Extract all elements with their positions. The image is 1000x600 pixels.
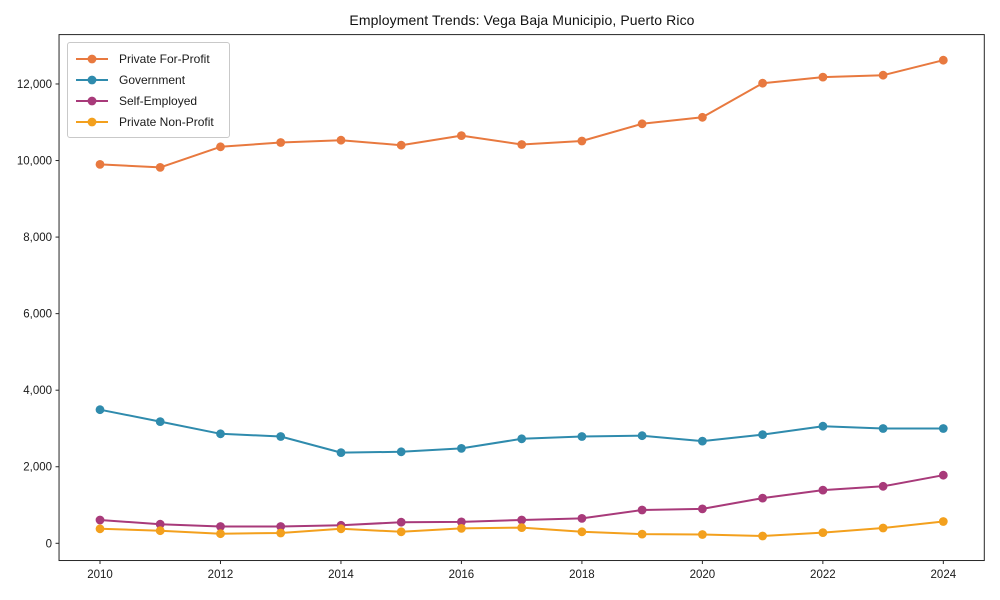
legend-swatch-icon [76, 54, 108, 63]
data-point-government [577, 432, 587, 441]
data-point-private-non-profit [818, 528, 828, 537]
legend-item-private-non-profit: Private Non-Profit [75, 111, 214, 132]
data-point-private-non-profit [457, 524, 466, 533]
data-point-private-for-profit [276, 138, 286, 147]
data-point-private-non-profit [517, 523, 527, 532]
data-point-self-employed [216, 522, 225, 531]
data-point-private-for-profit [878, 70, 888, 80]
y-tick-label: 10,000 [17, 156, 52, 168]
data-point-private-for-profit [637, 119, 647, 129]
data-point-private-for-profit [758, 78, 767, 88]
data-point-private-non-profit [276, 528, 286, 538]
data-point-private-for-profit [577, 136, 587, 146]
data-point-private-for-profit [396, 140, 406, 150]
data-point-self-employed [276, 522, 286, 531]
data-point-private-for-profit [336, 135, 346, 145]
data-point-private-for-profit [698, 112, 707, 122]
y-tick-label: 6,000 [23, 309, 52, 321]
data-point-self-employed [818, 485, 828, 495]
data-point-government [95, 405, 105, 415]
data-point-self-employed [938, 470, 948, 480]
data-point-private-non-profit [637, 529, 647, 539]
data-point-private-for-profit [457, 131, 466, 141]
legend-swatch-icon [76, 75, 108, 84]
data-point-self-employed [517, 515, 527, 525]
data-point-self-employed [878, 481, 888, 491]
x-tick-label: 2016 [449, 569, 475, 581]
chart-title: Employment Trends: Vega Baja Municipio, … [349, 12, 695, 28]
data-point-private-non-profit [216, 529, 225, 539]
x-tick-label: 2024 [931, 569, 957, 581]
legend-label: Private For-Profit [119, 51, 210, 66]
y-tick-label: 12,000 [17, 79, 52, 91]
data-point-private-for-profit [517, 140, 527, 149]
series-line-government [99, 408, 945, 454]
data-point-self-employed [457, 517, 466, 527]
data-point-private-non-profit [938, 517, 948, 526]
data-point-government [938, 424, 948, 433]
legend-item-self-employed: Self-Employed [75, 90, 214, 111]
data-point-private-non-profit [336, 524, 346, 534]
data-point-private-for-profit [938, 55, 948, 65]
legend-label: Self-Employed [119, 93, 198, 108]
data-point-private-for-profit [818, 72, 828, 82]
data-point-private-non-profit [698, 530, 707, 539]
data-point-private-non-profit [95, 524, 105, 534]
legend-item-government: Government [75, 69, 214, 90]
x-tick-label: 2012 [208, 569, 234, 581]
x-tick-label: 2018 [569, 569, 595, 581]
data-point-government [818, 421, 828, 431]
legend-label: Private Non-Profit [119, 114, 214, 129]
data-point-self-employed [577, 514, 587, 523]
data-point-private-non-profit [577, 527, 587, 537]
legend-item-private-for-profit: Private For-Profit [75, 48, 214, 69]
data-point-private-non-profit [155, 526, 165, 536]
data-point-private-for-profit [155, 163, 165, 172]
data-point-government [276, 432, 286, 441]
data-point-self-employed [95, 515, 105, 525]
data-point-government [216, 429, 225, 439]
data-point-private-for-profit [216, 142, 225, 152]
legend: Private For-Profit Government Self-Employe… [67, 42, 230, 138]
x-tick-label: 2020 [690, 569, 716, 581]
data-point-government [517, 434, 527, 444]
data-point-government [878, 424, 888, 433]
data-point-government [758, 430, 767, 439]
data-point-government [336, 448, 346, 457]
data-point-government [637, 431, 647, 441]
y-tick-label: 0 [46, 538, 52, 550]
x-tick-label: 2022 [810, 569, 836, 581]
data-point-self-employed [758, 493, 767, 503]
y-tick-label: 4,000 [23, 385, 52, 397]
data-point-government [396, 447, 406, 457]
x-tick-label: 2010 [87, 569, 113, 581]
data-point-government [698, 436, 707, 446]
data-point-self-employed [396, 517, 406, 527]
data-point-private-non-profit [396, 527, 406, 537]
legend-swatch-icon [76, 117, 108, 126]
data-point-private-non-profit [878, 523, 888, 533]
data-point-government [457, 444, 466, 453]
data-point-private-non-profit [758, 531, 767, 541]
data-point-self-employed [155, 519, 165, 529]
legend-swatch-icon [76, 96, 108, 105]
data-point-self-employed [698, 504, 707, 514]
y-tick-label: 2,000 [23, 462, 52, 474]
data-point-private-for-profit [95, 160, 105, 169]
y-tick-label: 8,000 [23, 232, 52, 244]
x-tick-label: 2014 [328, 569, 354, 581]
data-point-government [155, 417, 165, 426]
legend-label: Government [119, 72, 186, 87]
plot-box [58, 34, 985, 562]
data-point-self-employed [637, 505, 647, 515]
